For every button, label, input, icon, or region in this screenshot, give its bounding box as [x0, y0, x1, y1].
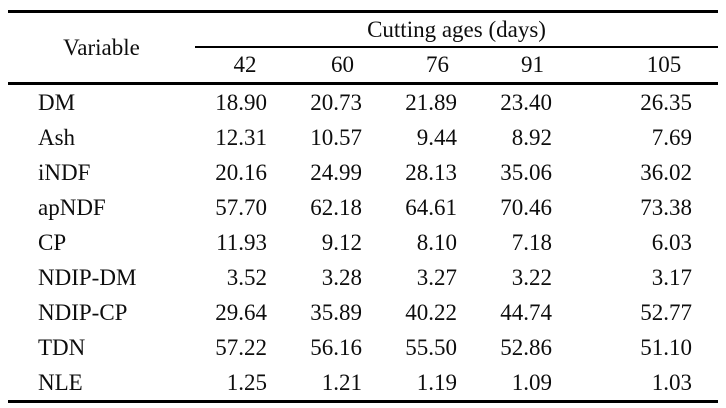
column-header-age-105: 105	[580, 47, 719, 85]
header-row-group: Variable Cutting ages (days)	[8, 11, 719, 85]
table-row-nle: NLE 1.25 1.21 1.19 1.09 1.03	[8, 365, 718, 402]
value-cell: 3.22	[511, 264, 552, 290]
column-header-variable: Variable	[8, 11, 195, 85]
table-row-ash: Ash 12.31 10.57 9.44 8.92 7.69	[8, 120, 718, 155]
cutting-ages-table: Variable Cutting ages (days) 42 60 76 91…	[8, 10, 719, 403]
value-cell: 1.19	[416, 369, 457, 395]
variable-cell: apNDF	[38, 194, 106, 220]
table-row-cp: CP 11.93 9.12 8.10 7.18 6.03	[8, 225, 718, 260]
value-cell: 20.16	[215, 159, 267, 185]
value-cell: 8.10	[416, 229, 457, 255]
value-cell: 70.46	[500, 194, 552, 220]
value-cell: 35.89	[310, 299, 362, 325]
value-cell: 40.22	[405, 299, 457, 325]
value-cell: 18.90	[215, 89, 267, 115]
value-cell: 3.52	[226, 264, 267, 290]
value-cell: 21.89	[405, 89, 457, 115]
value-cell: 1.09	[511, 369, 552, 395]
variable-cell: CP	[38, 229, 67, 255]
table-row-tdn: TDN 57.22 56.16 55.50 52.86 51.10	[8, 330, 718, 365]
variable-cell: NLE	[38, 369, 83, 395]
value-cell: 52.77	[640, 299, 693, 325]
value-cell: 51.10	[640, 334, 693, 360]
value-cell: 64.61	[405, 194, 457, 220]
value-cell: 1.25	[226, 369, 267, 395]
variable-cell: TDN	[38, 334, 86, 360]
column-header-age-60: 60	[295, 47, 390, 85]
variable-cell: Ash	[38, 124, 76, 150]
value-cell: 3.17	[651, 264, 693, 290]
table-row-dm: DM 18.90 20.73 21.89 23.40 26.35	[8, 84, 718, 121]
table-row-indf: iNDF 20.16 24.99 28.13 35.06 36.02	[8, 155, 718, 190]
group-header-cutting-ages: Cutting ages (days)	[195, 11, 719, 48]
value-cell: 35.06	[500, 159, 552, 185]
column-header-age-76: 76	[390, 47, 485, 85]
variable-cell: DM	[38, 89, 76, 115]
value-cell: 26.35	[640, 89, 693, 115]
value-cell: 12.31	[215, 124, 267, 150]
value-cell: 24.99	[310, 159, 362, 185]
value-cell: 44.74	[500, 299, 552, 325]
value-cell: 73.38	[640, 194, 693, 220]
value-cell: 23.40	[500, 89, 552, 115]
value-cell: 56.16	[310, 334, 362, 360]
table-row-ndip-cp: NDIP-CP 29.64 35.89 40.22 44.74 52.77	[8, 295, 718, 330]
value-cell: 62.18	[310, 194, 362, 220]
value-cell: 29.64	[215, 299, 267, 325]
value-cell: 9.44	[416, 124, 457, 150]
column-header-age-91: 91	[485, 47, 580, 85]
value-cell: 8.92	[511, 124, 552, 150]
value-cell: 28.13	[405, 159, 457, 185]
value-cell: 6.03	[651, 229, 693, 255]
table-row-ndip-dm: NDIP-DM 3.52 3.28 3.27 3.22 3.17	[8, 260, 718, 295]
value-cell: 20.73	[310, 89, 362, 115]
table-row-apndf: apNDF 57.70 62.18 64.61 70.46 73.38	[8, 190, 718, 225]
value-cell: 55.50	[405, 334, 457, 360]
column-header-age-42: 42	[195, 47, 295, 85]
value-cell: 1.03	[651, 369, 693, 395]
value-cell: 3.28	[321, 264, 362, 290]
value-cell: 57.22	[215, 334, 267, 360]
value-cell: 7.18	[511, 229, 552, 255]
variable-cell: NDIP-DM	[38, 264, 137, 290]
header-row-ages: 42 60 76 91 105	[8, 47, 719, 85]
value-cell: 11.93	[216, 229, 267, 255]
value-cell: 1.21	[321, 369, 362, 395]
variable-cell: iNDF	[38, 159, 91, 185]
value-cell: 10.57	[310, 124, 362, 150]
value-cell: 36.02	[640, 159, 693, 185]
value-cell: 57.70	[215, 194, 267, 220]
value-cell: 3.27	[416, 264, 457, 290]
variable-cell: NDIP-CP	[38, 299, 128, 325]
value-cell: 52.86	[500, 334, 552, 360]
value-cell: 7.69	[651, 124, 693, 150]
value-cell: 9.12	[321, 229, 362, 255]
